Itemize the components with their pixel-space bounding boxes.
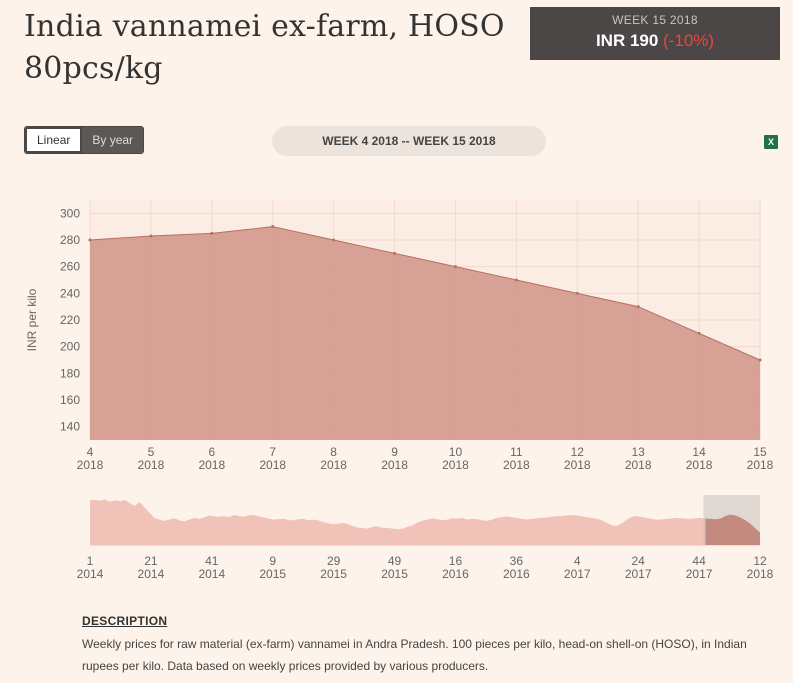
x-tick-year: 2018 xyxy=(198,458,225,472)
x-tick-year: 2018 xyxy=(503,458,530,472)
navigator-tick-week: 44 xyxy=(692,554,706,568)
x-tick-week: 6 xyxy=(208,445,215,459)
price-point xyxy=(210,231,214,235)
navigator-tick-year: 2017 xyxy=(564,567,591,581)
latest-price: INR 190 (-10%) xyxy=(530,31,780,51)
price-point xyxy=(697,331,701,335)
x-tick-year: 2018 xyxy=(686,458,713,472)
price-point xyxy=(88,238,92,242)
navigator-tick-week: 9 xyxy=(269,554,276,568)
price-area xyxy=(90,226,760,440)
x-tick-week: 9 xyxy=(391,445,398,459)
navigator-tick-week: 49 xyxy=(388,554,402,568)
price-point xyxy=(149,234,153,238)
navigator-tick-year: 2016 xyxy=(442,567,469,581)
price-point xyxy=(758,358,762,362)
x-tick-week: 11 xyxy=(510,445,523,459)
y-tick-label: 160 xyxy=(60,393,80,407)
x-tick-week: 5 xyxy=(148,445,155,459)
navigator-tick-week: 16 xyxy=(449,554,463,568)
x-tick-year: 2018 xyxy=(259,458,286,472)
x-tick-year: 2018 xyxy=(381,458,408,472)
linear-button[interactable]: Linear xyxy=(25,127,83,153)
x-tick-year: 2018 xyxy=(625,458,652,472)
latest-price-change: (-10%) xyxy=(663,31,715,50)
navigator-tick-week: 4 xyxy=(574,554,581,568)
navigator-tick-week: 36 xyxy=(510,554,524,568)
y-tick-label: 240 xyxy=(60,286,80,300)
y-tick-label: 280 xyxy=(60,233,80,247)
x-tick-week: 10 xyxy=(449,445,463,459)
price-point xyxy=(514,278,518,282)
y-axis-label: INR per kilo xyxy=(25,288,39,351)
latest-price-value: INR 190 xyxy=(595,31,659,50)
navigator-tick-year: 2015 xyxy=(259,567,286,581)
description-heading: DESCRIPTION xyxy=(82,614,168,628)
x-tick-week: 8 xyxy=(330,445,337,459)
x-tick-year: 2018 xyxy=(442,458,469,472)
navigator-tick-week: 24 xyxy=(632,554,646,568)
navigator-tick-year: 2018 xyxy=(747,567,774,581)
latest-week: WEEK 15 2018 xyxy=(612,13,698,27)
price-point xyxy=(332,238,336,242)
x-tick-year: 2018 xyxy=(138,458,165,472)
x-tick-week: 14 xyxy=(692,445,706,459)
price-chart: 1401601802002202402602803004201852018620… xyxy=(25,200,774,581)
x-tick-week: 15 xyxy=(753,445,767,459)
x-tick-week: 4 xyxy=(87,445,94,459)
y-tick-label: 300 xyxy=(60,206,80,220)
navigator-tick-year: 2014 xyxy=(138,567,165,581)
x-tick-week: 7 xyxy=(269,445,276,459)
y-tick-label: 200 xyxy=(60,340,80,354)
navigator-tick-year: 2016 xyxy=(503,567,530,581)
date-range-label[interactable]: WEEK 4 2018 -- WEEK 15 2018 xyxy=(272,126,546,156)
price-point xyxy=(393,251,397,255)
navigator-tick-year: 2017 xyxy=(625,567,652,581)
y-tick-label: 140 xyxy=(60,420,80,434)
x-tick-year: 2018 xyxy=(747,458,774,472)
navigator-selected-area xyxy=(705,514,760,545)
navigator-tick-week: 1 xyxy=(87,554,94,568)
price-line xyxy=(89,226,761,361)
navigator-tick-year: 2015 xyxy=(381,567,408,581)
navigator-tick-year: 2014 xyxy=(77,567,104,581)
navigator-tick-year: 2017 xyxy=(686,567,713,581)
price-point xyxy=(575,291,579,295)
navigator-tick-year: 2015 xyxy=(320,567,347,581)
x-tick-week: 13 xyxy=(632,445,646,459)
navigator-tick-week: 41 xyxy=(205,554,219,568)
price-point xyxy=(453,265,457,269)
navigator-tick-week: 12 xyxy=(753,554,767,568)
x-tick-year: 2018 xyxy=(564,458,591,472)
navigator-tick-week: 29 xyxy=(327,554,341,568)
latest-price-box: WEEK 15 2018 INR 190 (-10%) xyxy=(530,7,780,60)
price-point xyxy=(271,225,275,229)
y-tick-label: 180 xyxy=(60,366,80,380)
by-year-button[interactable]: By year xyxy=(82,127,144,153)
navigator-tick-week: 21 xyxy=(144,554,158,568)
excel-icon[interactable]: X xyxy=(764,135,778,149)
chart-title: India vannamei ex-farm, HOSO 80pcs/kg xyxy=(24,9,505,86)
y-tick-label: 220 xyxy=(60,313,80,327)
description-text: Weekly prices for raw material (ex-farm)… xyxy=(82,637,747,673)
x-tick-year: 2018 xyxy=(320,458,347,472)
navigator-tick-year: 2014 xyxy=(198,567,225,581)
x-tick-year: 2018 xyxy=(77,458,104,472)
price-point xyxy=(636,305,640,309)
navigator-area xyxy=(90,499,760,545)
x-tick-week: 12 xyxy=(571,445,585,459)
y-tick-label: 260 xyxy=(60,260,80,274)
chart-mode-toggle: Linear By year xyxy=(24,126,145,154)
